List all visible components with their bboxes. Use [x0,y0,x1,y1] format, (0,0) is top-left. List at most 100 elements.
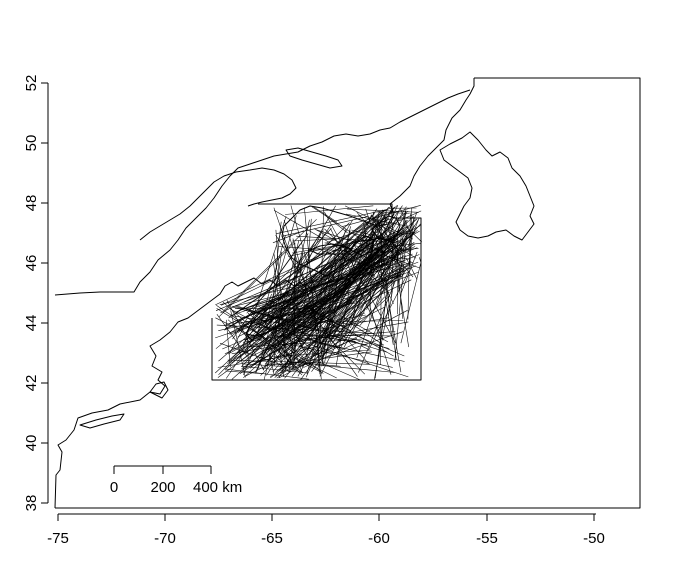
scale-bar-label-0: 0 [110,479,118,496]
track-line [335,243,396,320]
track-line [321,260,337,367]
track-line [400,262,422,344]
track-line [314,312,351,331]
track-line [322,331,366,375]
x-tick-label: -60 [368,530,390,547]
track-line [315,317,358,377]
track-line [216,308,266,339]
track-line [380,254,402,373]
track-line [227,359,371,365]
scale-bar-label-400: 400 km [193,479,242,496]
track-line [317,219,393,369]
track-line [244,271,371,318]
track-line [398,210,407,272]
track-line [223,368,309,380]
track-line [243,348,255,376]
track-line [222,265,416,350]
track-region-outline [211,203,422,381]
track-line [299,331,396,340]
track-line [345,213,407,227]
track-line [283,220,318,325]
track-line [215,301,275,349]
x-tick-label: -70 [154,530,176,547]
track-line [373,242,422,249]
track-line [224,237,372,370]
y-tick-label: 40 [23,435,40,452]
track-line [255,235,286,342]
track-line [292,327,299,370]
track-line [278,304,318,379]
track-line [316,327,344,332]
track-line [287,238,373,257]
track-line [313,206,337,223]
track-line [312,236,377,356]
track-line [285,353,322,373]
track-line [359,296,385,326]
track-line [343,219,416,348]
track-line [305,305,394,357]
track-line [374,225,387,243]
track-line [215,253,323,306]
track-line [215,230,408,311]
track-line [374,304,390,380]
track-line [377,295,387,362]
track-line [360,345,369,350]
track-line [399,210,422,222]
track-line [319,263,333,319]
track-line [281,216,369,237]
track-line [356,212,414,278]
track-line [231,315,298,364]
track-line [371,216,391,241]
track-line [218,309,314,331]
track-line [366,259,389,310]
track-line [325,213,375,255]
track-line [218,236,354,376]
track-line [270,266,411,379]
y-tick-label: 52 [23,75,40,92]
track-line [401,251,418,293]
cape-cod [149,381,169,399]
track-line [307,208,378,315]
track-line [305,224,376,378]
track-line [279,230,418,338]
track-line [386,256,410,260]
track-line [274,300,277,367]
track-line [258,275,396,348]
track-line [291,238,337,242]
track-line [343,274,373,338]
track-line [237,254,393,330]
y-tick-label: 48 [23,195,40,212]
track-line [254,310,294,350]
y-tick-label: 42 [23,375,40,392]
track-line [244,363,296,368]
track-line [385,213,407,246]
track-line [246,337,249,362]
track-line [241,310,321,370]
track-line [372,261,394,304]
track-line [406,258,418,280]
track-line [308,253,310,264]
track-line [369,211,380,260]
track-line [345,319,385,346]
newfoundland [439,131,535,241]
y-axis: 38 40 42 44 46 48 50 52 [23,75,49,511]
track-line [250,265,404,368]
track-line [324,214,348,234]
track-line [265,255,405,366]
x-tick-label: -55 [476,530,498,547]
map-extent-border [55,77,641,509]
track-line [241,365,309,374]
x-tick-label: -75 [47,530,69,547]
track-line [269,300,349,328]
x-tick-label: -65 [261,530,283,547]
track-line [314,303,370,365]
coastline-layer [54,77,641,509]
track-line [397,271,404,319]
track-line [275,232,398,302]
anticosti-island [285,147,343,169]
long-island [79,413,125,429]
track-line [275,327,285,377]
track-line [301,279,397,368]
track-line [269,254,304,341]
